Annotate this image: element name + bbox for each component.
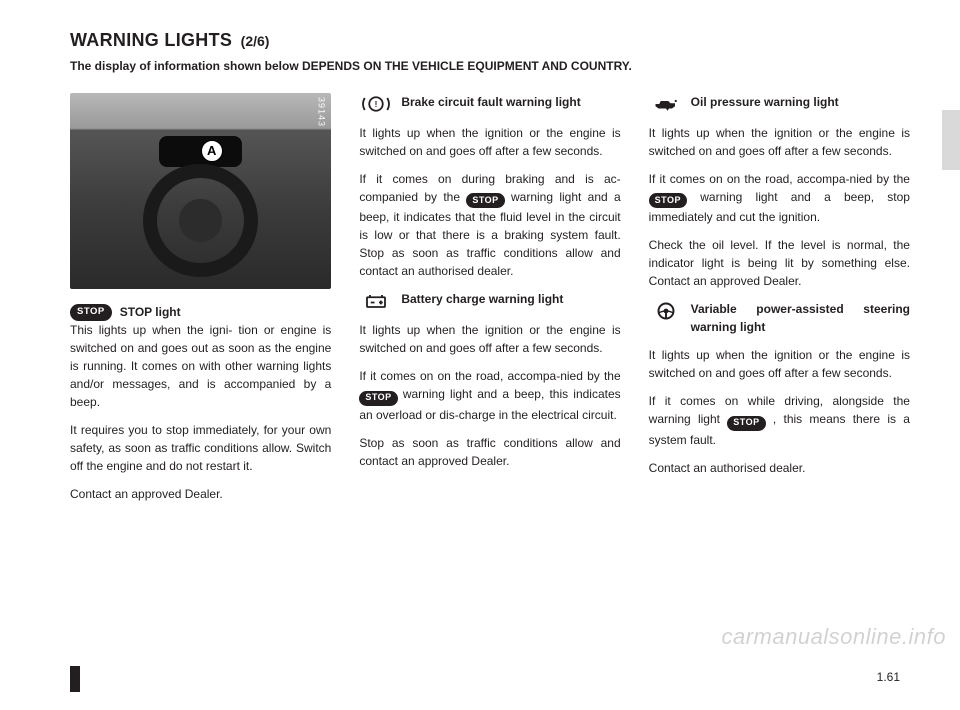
battery-p1: It lights up when the ignition or the en… xyxy=(359,323,620,355)
stop-badge-inline-4: STOP xyxy=(727,416,765,431)
watermark: carmanualsonline.info xyxy=(721,624,946,650)
brake-warning-icon: ! xyxy=(359,94,393,114)
dashboard-photo: A 39143 xyxy=(70,93,331,289)
battery-warning-icon xyxy=(359,291,393,311)
stop-badge-inline-3: STOP xyxy=(649,193,687,208)
column-1: A 39143 STOP STOP light This lights up w… xyxy=(70,93,331,513)
columns: A 39143 STOP STOP light This lights up w… xyxy=(70,93,910,513)
steering-para-2: If it comes on while driving, alongside … xyxy=(649,392,910,448)
brake-para-1: It lights up when the ignition or the en… xyxy=(359,124,620,160)
oil-title-para: Oil pressure warning light xyxy=(649,93,910,114)
battery-para-1: It lights up when the ignition or the en… xyxy=(359,321,620,357)
oil-para-3: Check the oil level. If the level is nor… xyxy=(649,236,910,290)
stop-light-para-3: Contact an approved Dealer. xyxy=(70,485,331,503)
steering-para-1: It lights up when the ignition or the en… xyxy=(649,346,910,382)
oil-para-1: It lights up when the ignition or the en… xyxy=(649,124,910,160)
stop-light-para-2: It requires you to stop immediately, for… xyxy=(70,421,331,475)
page-title-line: WARNING LIGHTS (2/6) xyxy=(70,30,910,51)
steering-title-para: Variable power-assisted steering warning… xyxy=(649,300,910,336)
photo-callout-a: A xyxy=(201,140,223,162)
battery-p2a: If it comes on on the road, accompa-nied… xyxy=(359,369,620,383)
dashboard-photo-wrap: A 39143 xyxy=(70,93,331,289)
brake-title-para: ! Brake circuit fault warning light xyxy=(359,93,620,114)
brake-title: Brake circuit fault warning light xyxy=(401,95,580,109)
steering-title: Variable power-assisted steering warning… xyxy=(691,302,910,334)
svg-text:!: ! xyxy=(375,100,378,109)
stop-light-text-1a: This lights up when the igni- xyxy=(70,323,232,337)
side-tab xyxy=(942,110,960,170)
brake-para-2: If it comes on during braking and is ac-… xyxy=(359,170,620,280)
stop-badge-inline: STOP xyxy=(466,193,504,208)
photo-number: 39143 xyxy=(314,97,328,127)
page-subtitle: (2/6) xyxy=(241,33,270,49)
column-2: ! Brake circuit fault warning light It l… xyxy=(359,93,620,513)
page-number: 1.61 xyxy=(877,670,900,684)
battery-title: Battery charge warning light xyxy=(401,292,563,306)
corner-mark xyxy=(70,666,80,692)
column-3: Oil pressure warning light It lights up … xyxy=(649,93,910,513)
oil-pressure-icon xyxy=(649,94,683,114)
stop-light-title: STOP light xyxy=(120,305,181,319)
power-steering-icon xyxy=(649,301,683,321)
steering-wheel-shape xyxy=(143,164,258,278)
stop-light-para-1: STOP STOP light This lights up when the … xyxy=(70,303,331,411)
oil-title: Oil pressure warning light xyxy=(691,95,839,109)
oil-p2b: warning light and a beep, stop immediate… xyxy=(649,190,910,224)
stop-badge-inline-2: STOP xyxy=(359,391,397,406)
battery-para-2: If it comes on on the road, accompa-nied… xyxy=(359,367,620,423)
page-title: WARNING LIGHTS xyxy=(70,30,232,50)
battery-para-3: Stop as soon as traffic conditions allow… xyxy=(359,434,620,470)
steering-para-3: Contact an authorised dealer. xyxy=(649,459,910,477)
battery-title-para: Battery charge warning light xyxy=(359,290,620,311)
oil-p2a: If it comes on on the road, accompa-nied… xyxy=(649,172,910,186)
depends-note: The display of information shown below D… xyxy=(70,59,910,73)
page: WARNING LIGHTS (2/6) The display of info… xyxy=(0,0,960,710)
battery-p2b: warning light and a beep, this indicates… xyxy=(359,387,620,421)
oil-para-2: If it comes on on the road, accompa-nied… xyxy=(649,170,910,226)
stop-icon: STOP xyxy=(70,304,112,321)
